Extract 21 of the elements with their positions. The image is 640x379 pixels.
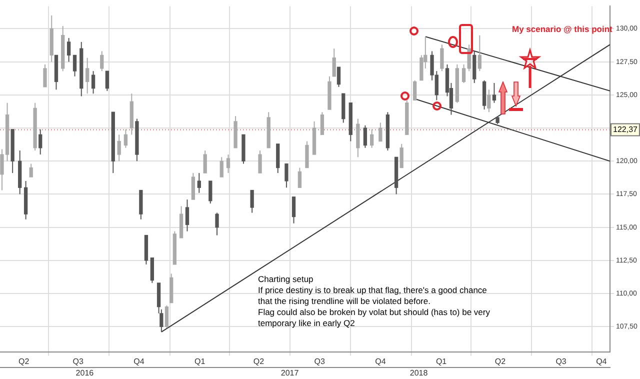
annotation: Flag could also be broken by volat but should (has to) be very — [258, 307, 490, 318]
annotation: that the rising trendline will be violated before. — [258, 296, 432, 307]
x-tick-label: Q3 — [314, 356, 326, 366]
x-tick-label: Q4 — [596, 356, 608, 366]
x-tick-label: Q1 — [436, 356, 448, 366]
x-tick-label: Q3 — [72, 356, 84, 366]
x2-tick-label: 2017 — [280, 368, 300, 378]
x-tick-label: Q4 — [375, 356, 386, 366]
x-tick-label: Q2 — [18, 356, 30, 366]
annotation: temporary like in early Q2 — [258, 318, 356, 329]
x-tick-label: Q2 — [253, 356, 265, 366]
x2-tick-label: 2016 — [76, 368, 94, 378]
x2-tick-label: 2018 — [410, 368, 428, 378]
annotation: Charting setup — [258, 274, 314, 285]
x-tick-label: Q2 — [494, 356, 506, 366]
annotation: My scenario @ this point — [512, 24, 612, 34]
x-tick-label: Q4 — [134, 356, 145, 366]
ref-line-label: 122,37 — [613, 124, 638, 134]
x-tick-label: Q3 — [556, 356, 567, 366]
annotation: If price destiny is to break up that flag, there's a good chance — [258, 285, 488, 296]
x-tick-label: Q1 — [194, 356, 206, 366]
